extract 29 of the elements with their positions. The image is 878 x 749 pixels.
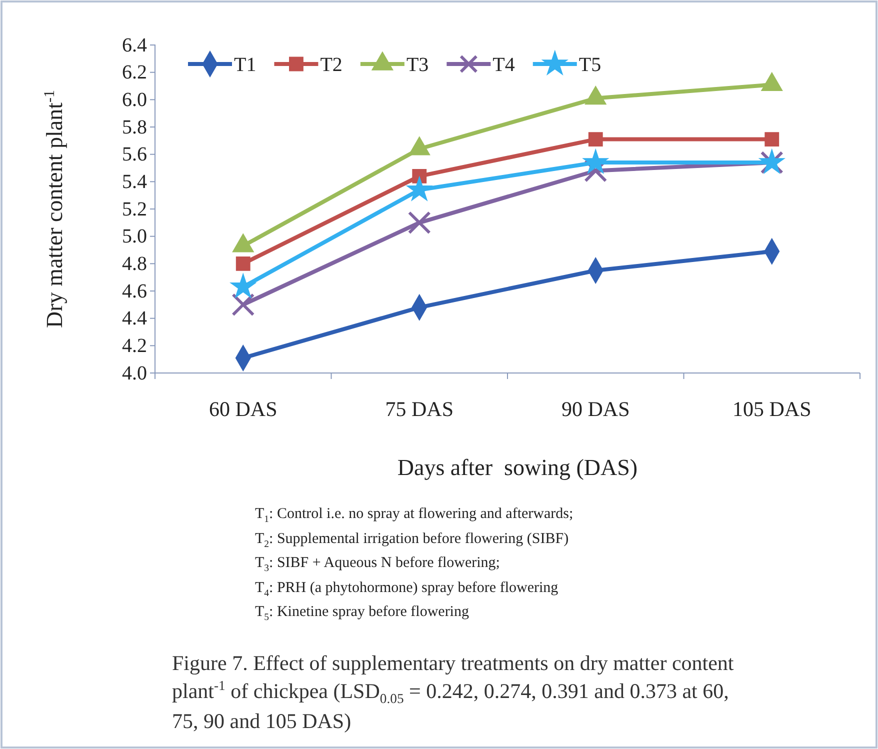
y-tick-label: 5.6: [122, 144, 147, 166]
text: T$_{1}$: Control i.e. no spray at flowering and afterwards;: [255, 506, 574, 525]
y-tick-label: 5.2: [122, 198, 147, 220]
legend-label: T1: [234, 54, 256, 76]
legend-label: T5: [578, 54, 602, 76]
y-tick-label: 5.0: [122, 226, 147, 248]
x-axis-title: Days after sowing (DAS): [397, 455, 638, 480]
legend-label: T4: [492, 54, 515, 76]
text: T$_{4}$: PRH (a phytohormone) spray before flowering: [255, 580, 558, 598]
text: T$_{3}$: SIBF + Aqueous N before flowering;: [255, 555, 500, 574]
y-tick-label: 4.2: [122, 335, 147, 358]
x-tick-label: 60 DAS: [208, 396, 278, 421]
y-tick-label: 5.8: [122, 116, 147, 138]
x-tick-label: 105 DAS: [732, 396, 812, 421]
y-tick-label: 4.6: [122, 280, 147, 302]
text: Figure 7. Effect of supplementary treatments on dry matter content plant$^{-1}$ of chickpea (LSD$_{0.05}$ = 0.242, 0.274, 0.391 and 0.373 at 60, 75, 90 and 105 DAS): [172, 651, 734, 733]
text: T$_{5}$: Kinetine spray before flowering: [255, 604, 469, 623]
y-tick-label: 4.0: [122, 362, 147, 384]
legend-label: T2: [320, 54, 342, 76]
x-tick-label: 90 DAS: [561, 396, 630, 421]
legend-label: T3: [406, 54, 429, 76]
y-tick-label: 4.8: [122, 253, 147, 276]
y-tick-label: 5.4: [122, 171, 147, 194]
y-tick-label: 4.4: [122, 308, 147, 330]
y-tick-label: 6.0: [122, 89, 147, 112]
text: T$_{2}$: Supplemental irrigation before flowering (SIBF): [255, 530, 569, 550]
y-tick-label: 6.2: [122, 62, 147, 84]
x-tick-label: 75 DAS: [385, 396, 454, 421]
y-tick-label: 6.4: [122, 34, 147, 56]
